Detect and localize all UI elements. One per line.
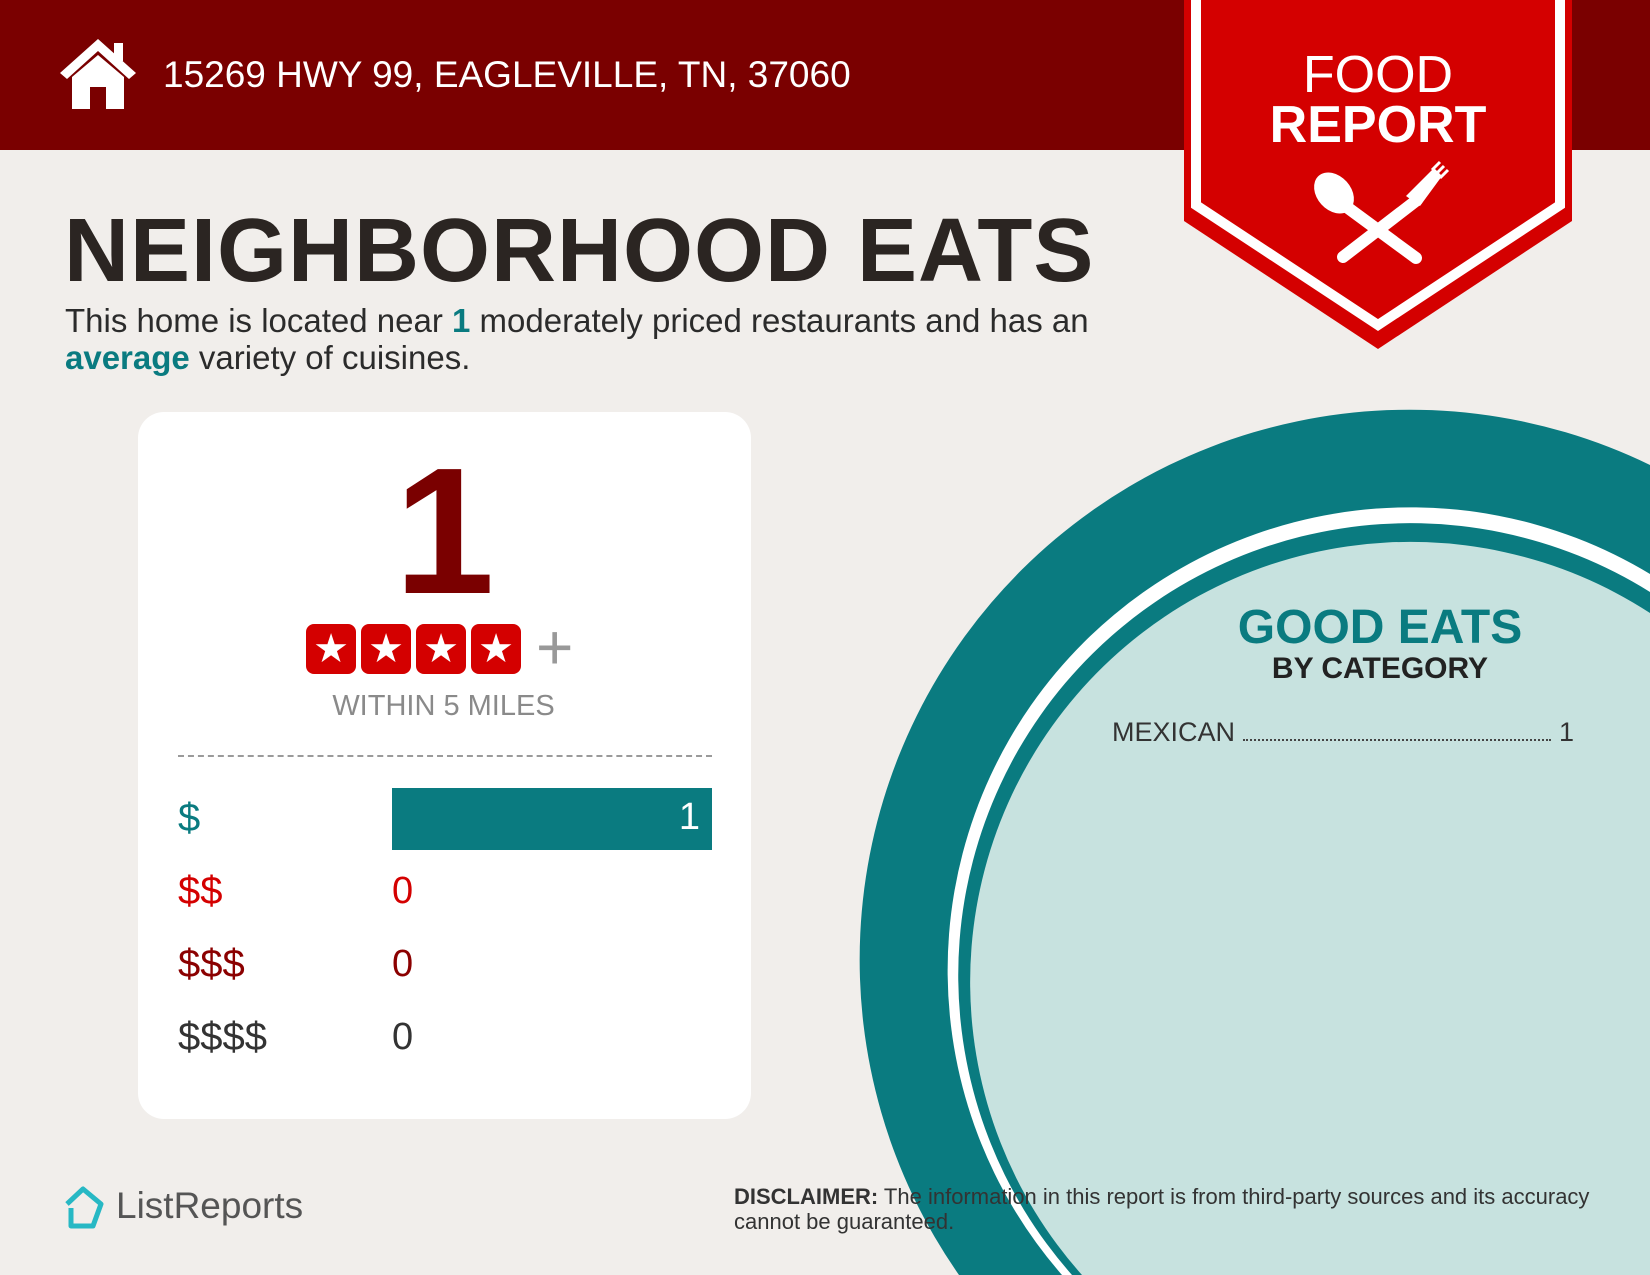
price-value: 0: [392, 870, 414, 912]
badge-title: FOOD REPORT: [1184, 46, 1572, 154]
summary-part: variety of cuisines.: [189, 339, 471, 376]
category-count: 1: [1558, 717, 1574, 747]
categories-subtitle: BY CATEGORY: [1271, 652, 1489, 685]
price-label: $$$: [178, 942, 245, 986]
badge-line-food: FOOD: [1302, 46, 1454, 104]
price-value: 0: [392, 943, 414, 985]
dot-leader: [1243, 739, 1551, 741]
disclaimer-label: DISCLAIMER:: [734, 1184, 879, 1209]
category-name: MEXICAN: [1112, 717, 1236, 747]
disclaimer: DISCLAIMER: The information in this repo…: [734, 1184, 1604, 1234]
price-bar-1: 1: [392, 788, 712, 850]
variety-level: average: [65, 339, 190, 376]
listreports-logo-icon: [65, 1186, 104, 1229]
category-row: MEXICAN 1: [1112, 717, 1574, 748]
price-label: $: [178, 796, 201, 840]
plus-icon: +: [536, 611, 574, 683]
listreports-logo: ListReports: [116, 1185, 304, 1226]
price-label: $$: [178, 869, 223, 913]
summary-text: This home is located near 1 moderately p…: [65, 302, 1115, 376]
disclaimer-text: The information in this report is from t…: [734, 1184, 1590, 1234]
summary-part: moderately priced restaurants and has an: [470, 302, 1089, 339]
page-title: NEIGHBORHOOD EATS: [64, 201, 1095, 301]
food-report-badge: [1184, 0, 1572, 349]
distance-label: WITHIN 5 MILES: [332, 690, 555, 722]
star-icon: ★: [361, 624, 411, 674]
categories-title: GOOD EATS: [1237, 601, 1523, 654]
divider: [178, 755, 712, 757]
restaurant-count: 1: [452, 302, 471, 339]
price-value: 0: [392, 1016, 414, 1058]
star-icon: ★: [416, 624, 466, 674]
star-icon: ★: [471, 624, 521, 674]
house-icon: [60, 39, 136, 109]
price-label: $$$$: [178, 1015, 267, 1059]
summary-part: This home is located near: [65, 302, 453, 339]
restaurant-summary-card: 1 ★ ★ ★ ★ + WITHIN 5 MILES 1 $ $$ 0 $$$ …: [138, 412, 751, 1119]
price-value: 1: [678, 796, 700, 838]
property-address: 15269 HWY 99, EAGLEVILLE, TN, 37060: [163, 54, 851, 95]
star-icon: ★: [306, 624, 356, 674]
badge-line-report: REPORT: [1269, 96, 1487, 154]
spoon-fork-icon: [1314, 160, 1450, 264]
plate-center: [970, 541, 1650, 1275]
total-restaurants: 1: [394, 431, 495, 632]
